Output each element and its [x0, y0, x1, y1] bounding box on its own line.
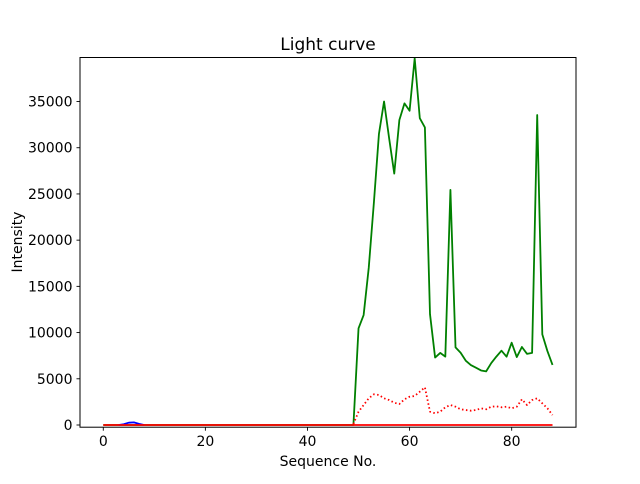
y-tick-label: 35000	[28, 95, 73, 111]
y-tick-label: 30000	[28, 141, 73, 157]
y-tick-label: 25000	[28, 187, 73, 203]
y-axis-label: Intensity	[10, 212, 26, 273]
plot-area: 0 20 40 60 80 0 5000 10000 15000 20000 25000 30000 3…	[28, 57, 577, 450]
y-tick-label: 10000	[28, 326, 73, 342]
x-tick-label: 40	[299, 434, 317, 450]
x-tick-label: 0	[99, 434, 108, 450]
x-axis-label: Sequence No.	[280, 454, 377, 470]
x-tick-label: 80	[503, 434, 521, 450]
x-tick-label: 20	[196, 434, 214, 450]
plot-background	[80, 57, 576, 428]
y-tick-label: 20000	[28, 233, 73, 249]
y-tick-label: 0	[64, 418, 73, 434]
x-tick-label: 60	[401, 434, 419, 450]
chart-title: Light curve	[280, 35, 375, 55]
axes-frame	[79, 57, 577, 428]
series-group	[103, 57, 554, 426]
y-tick-label: 15000	[28, 279, 73, 295]
y-tick-label: 5000	[37, 372, 73, 388]
series-secondary-red-dotted-line	[352, 386, 554, 425]
